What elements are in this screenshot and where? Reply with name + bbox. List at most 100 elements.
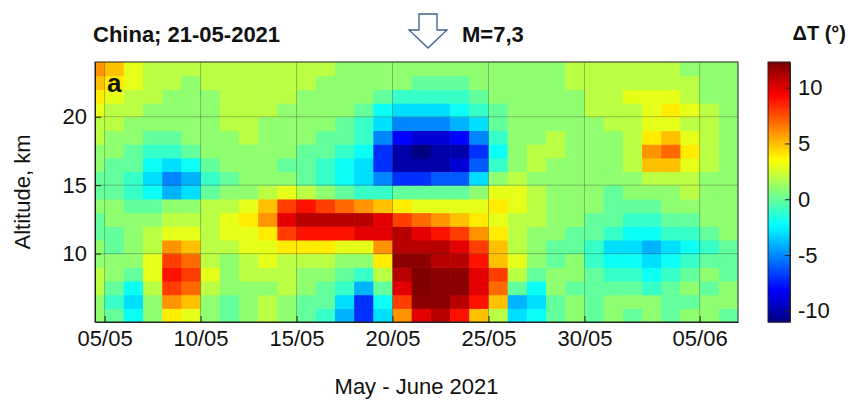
heatmap-cell bbox=[201, 158, 221, 172]
heatmap-cell bbox=[719, 295, 738, 309]
heatmap-cell bbox=[393, 199, 413, 213]
heatmap-cell bbox=[488, 130, 508, 144]
heatmap-cell bbox=[297, 226, 317, 240]
heatmap-cell bbox=[546, 158, 566, 172]
heatmap-cell bbox=[105, 171, 125, 185]
heatmap-cell bbox=[277, 240, 297, 254]
heatmap-cell bbox=[700, 62, 720, 76]
heatmap-cell bbox=[527, 281, 547, 295]
heatmap-cell bbox=[719, 226, 738, 240]
heatmap-cell bbox=[316, 267, 336, 281]
heatmap-cell bbox=[201, 295, 221, 309]
heatmap-cell bbox=[297, 89, 317, 103]
heatmap-cell bbox=[220, 267, 240, 281]
heatmap-cell bbox=[412, 308, 432, 322]
heatmap-cell bbox=[565, 295, 585, 309]
heatmap-cell bbox=[450, 158, 470, 172]
heatmap-cell bbox=[335, 62, 355, 76]
heatmap-cell bbox=[469, 144, 489, 158]
heatmap-cell bbox=[623, 117, 643, 131]
heatmap-cell bbox=[584, 185, 604, 199]
heatmap-cell bbox=[604, 103, 624, 117]
heatmap-cell bbox=[335, 254, 355, 268]
heatmap-cell bbox=[680, 158, 700, 172]
heatmap-cell bbox=[277, 267, 297, 281]
heatmap-cell bbox=[546, 103, 566, 117]
heatmap-cell bbox=[527, 89, 547, 103]
heatmap-cell bbox=[354, 144, 374, 158]
heatmap-cell bbox=[354, 76, 374, 90]
heatmap-cell bbox=[719, 281, 738, 295]
heatmap-cell bbox=[143, 185, 163, 199]
heatmap-cell bbox=[508, 267, 528, 281]
heatmap-cell bbox=[450, 144, 470, 158]
tick: 20/05 bbox=[365, 316, 420, 351]
heatmap-cell bbox=[527, 62, 547, 76]
heatmap-cell bbox=[162, 158, 182, 172]
tick-label: 15 bbox=[63, 173, 87, 198]
heatmap-cell bbox=[297, 76, 317, 90]
heatmap-cell bbox=[642, 213, 662, 227]
tick-label: 0 bbox=[798, 187, 810, 212]
heatmap-cell bbox=[469, 213, 489, 227]
heatmap-cell bbox=[373, 117, 393, 131]
heatmap-cell bbox=[162, 89, 182, 103]
heatmap-cell bbox=[201, 213, 221, 227]
axis-line bbox=[95, 63, 96, 323]
tick: 25/05 bbox=[461, 316, 516, 351]
heatmap-cell bbox=[469, 295, 489, 309]
heatmap-cell bbox=[546, 226, 566, 240]
heatmap-cell bbox=[316, 89, 336, 103]
heatmap-cell bbox=[623, 254, 643, 268]
grid-line bbox=[699, 62, 700, 322]
heatmap-cell bbox=[143, 62, 163, 76]
tick-mark bbox=[297, 316, 298, 322]
heatmap-cell bbox=[719, 103, 738, 117]
tick-label: -5 bbox=[798, 243, 818, 268]
tick-mark bbox=[785, 199, 790, 200]
heatmap-cell bbox=[431, 254, 451, 268]
heatmap-cell bbox=[412, 62, 432, 76]
tick: 0 bbox=[785, 187, 810, 212]
heatmap-cell bbox=[584, 171, 604, 185]
x-axis-title: May - June 2021 bbox=[335, 374, 499, 399]
heatmap-cell bbox=[297, 199, 317, 213]
heatmap-cell bbox=[584, 89, 604, 103]
heatmap-cell bbox=[143, 103, 163, 117]
heatmap-cell bbox=[450, 267, 470, 281]
heatmap-cell bbox=[546, 76, 566, 90]
heatmap-cell bbox=[143, 226, 163, 240]
heatmap-cell bbox=[412, 171, 432, 185]
heatmap-cell bbox=[335, 281, 355, 295]
heatmap-cell bbox=[201, 199, 221, 213]
heatmap-cell bbox=[469, 308, 489, 322]
heatmap-cell bbox=[297, 117, 317, 131]
heatmap-cell bbox=[335, 199, 355, 213]
heatmap-cell bbox=[393, 117, 413, 131]
heatmap-cell bbox=[373, 240, 393, 254]
heatmap-cell bbox=[431, 295, 451, 309]
heatmap-cell bbox=[162, 103, 182, 117]
heatmap-cell bbox=[95, 171, 105, 185]
heatmap-cell bbox=[508, 254, 528, 268]
heatmap-cell bbox=[162, 130, 182, 144]
heatmap-cell bbox=[469, 267, 489, 281]
tick-label: 05/06 bbox=[673, 326, 728, 351]
event-arrow bbox=[409, 14, 447, 48]
heatmap-cell bbox=[527, 199, 547, 213]
heatmap-cell bbox=[661, 240, 681, 254]
colorbar-frame bbox=[768, 62, 790, 322]
heatmap-cell bbox=[527, 103, 547, 117]
heatmap-cell bbox=[431, 130, 451, 144]
heatmap-cell bbox=[680, 62, 700, 76]
heatmap-cell bbox=[124, 103, 144, 117]
heatmap-cell bbox=[623, 130, 643, 144]
heatmap-cell bbox=[316, 308, 336, 322]
heatmap-cell bbox=[354, 62, 374, 76]
heatmap-cell bbox=[201, 130, 221, 144]
heatmap-cell bbox=[297, 62, 317, 76]
heatmap-cell bbox=[277, 130, 297, 144]
heatmap-cell bbox=[297, 144, 317, 158]
heatmap-cell bbox=[488, 199, 508, 213]
heatmap-cell bbox=[335, 171, 355, 185]
